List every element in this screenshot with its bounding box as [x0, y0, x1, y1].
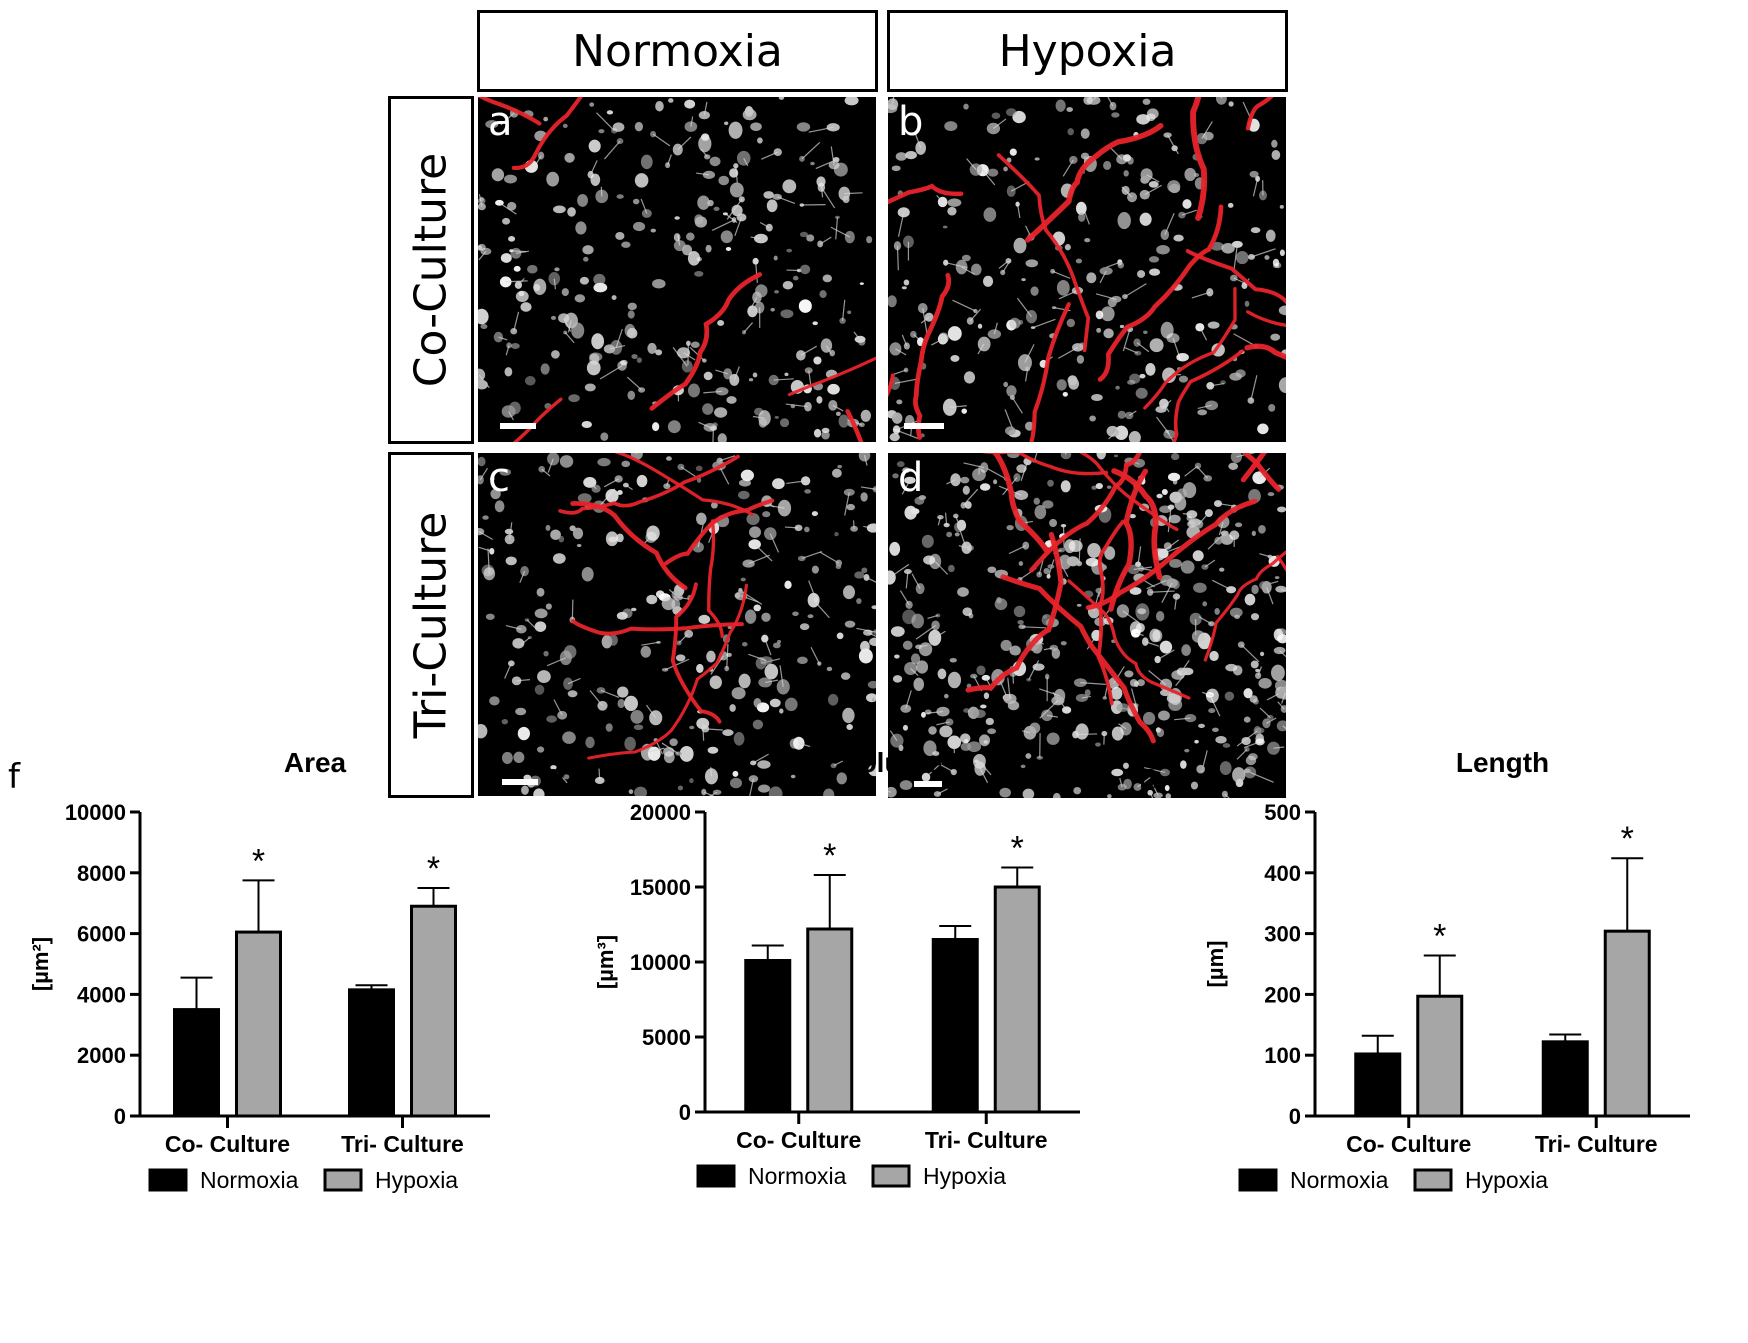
- x-tick-label: Co- Culture: [1346, 1131, 1471, 1157]
- micrograph-image: [478, 97, 876, 442]
- x-tick-label: Co- Culture: [736, 1127, 861, 1153]
- x-tick-label: Tri- Culture: [1535, 1131, 1658, 1157]
- row-header-label: Co-Culture: [405, 152, 457, 388]
- row-header-co-culture: Co-Culture: [388, 96, 474, 444]
- legend-label: Hypoxia: [375, 1167, 458, 1193]
- x-tick-label: Tri- Culture: [341, 1131, 464, 1157]
- legend-swatch: [323, 1168, 363, 1192]
- bar-chart-length: h Length 0 100 200 300 400 500 [µm] * Co- Culture *…: [1138, 747, 1690, 1193]
- y-tick-label: 10000: [65, 800, 126, 825]
- y-tick-label: 100: [1264, 1043, 1301, 1068]
- vessel-layer: [558, 453, 775, 760]
- y-tick-label: 0: [1289, 1104, 1301, 1129]
- legend-swatch: [871, 1164, 911, 1188]
- scale-bar: [904, 423, 944, 429]
- bar: [1416, 994, 1464, 1118]
- y-axis-label: [µm²]: [28, 937, 53, 991]
- legend-label: Hypoxia: [923, 1163, 1006, 1189]
- y-tick-label: 300: [1264, 922, 1301, 947]
- panel-letter: c: [488, 455, 510, 501]
- x-tick-label: Tri- Culture: [925, 1127, 1048, 1153]
- chart-panel-label: g: [544, 757, 566, 797]
- significance-marker: *: [427, 850, 440, 888]
- y-tick-label: 20000: [630, 800, 691, 825]
- bar: [173, 1008, 220, 1118]
- bar: [348, 988, 395, 1118]
- chart-title: Volume: [843, 747, 942, 778]
- bar: [1354, 1052, 1402, 1118]
- significance-marker: *: [1433, 917, 1446, 955]
- legend-swatch: [148, 1168, 188, 1192]
- y-tick-label: 0: [679, 1100, 691, 1125]
- bar-chart-area: f Area 0 2000 4000 6000 8000 10000 [µm²] * Co- Cul…: [8, 747, 490, 1193]
- y-tick-label: 2000: [77, 1043, 126, 1068]
- cell-layer: [478, 97, 873, 442]
- column-header-label: Hypoxia: [998, 25, 1177, 77]
- micrograph-panel-d: d: [888, 453, 1286, 798]
- row-header-label: Tri-Culture: [405, 511, 457, 739]
- bar: [235, 930, 282, 1118]
- legend-label: Hypoxia: [1465, 1167, 1548, 1193]
- y-tick-label: 200: [1264, 982, 1301, 1007]
- column-header-label: Normoxia: [572, 25, 783, 77]
- y-tick-label: 4000: [77, 982, 126, 1007]
- row-header-tri-culture: Tri-Culture: [388, 452, 474, 798]
- cell-layer: [478, 453, 876, 796]
- legend-label: Normoxia: [748, 1163, 847, 1189]
- legend-label: Normoxia: [200, 1167, 299, 1193]
- y-tick-label: 6000: [77, 922, 126, 947]
- micrograph-image: [478, 453, 876, 796]
- panel-letter: b: [898, 99, 924, 145]
- bar-chart-volume: g Volume 0 5000 10000 15000 20000 [µm³] * Co- Cul…: [544, 747, 1080, 1189]
- chart-title: Area: [284, 747, 347, 778]
- legend-swatch: [1238, 1168, 1278, 1192]
- y-axis-label: [µm³]: [593, 935, 618, 989]
- x-tick-label: Co- Culture: [165, 1131, 290, 1157]
- y-tick-label: 8000: [77, 861, 126, 886]
- vessel-layer: [478, 97, 876, 442]
- chart-panel-label: h: [1138, 757, 1160, 797]
- vessel-layer: [888, 97, 1286, 442]
- cell-layer: [888, 453, 1286, 798]
- panel-letter: d: [898, 455, 924, 501]
- significance-marker: *: [1621, 820, 1634, 858]
- y-tick-label: 15000: [630, 875, 691, 900]
- y-tick-label: 5000: [642, 1025, 691, 1050]
- legend-swatch: [1413, 1168, 1453, 1192]
- bar: [744, 959, 792, 1114]
- bar: [993, 885, 1041, 1114]
- y-tick-label: 500: [1264, 800, 1301, 825]
- significance-marker: *: [1011, 830, 1024, 868]
- scale-bar: [500, 423, 536, 429]
- cell-layer: [888, 97, 1286, 442]
- y-tick-label: 400: [1264, 861, 1301, 886]
- bar: [806, 927, 854, 1114]
- scale-bar: [502, 779, 538, 785]
- column-header-hypoxia: Hypoxia: [887, 10, 1288, 92]
- y-tick-label: 10000: [630, 950, 691, 975]
- chart-title: Length: [1456, 747, 1549, 778]
- bar: [1541, 1040, 1589, 1118]
- bar: [1603, 929, 1651, 1118]
- significance-marker: *: [823, 837, 836, 875]
- column-header-normoxia: Normoxia: [477, 10, 878, 92]
- micrograph-image: [888, 97, 1286, 442]
- micrograph-panel-a: a: [478, 97, 876, 442]
- y-tick-label: 0: [114, 1104, 126, 1129]
- panel-letter: a: [488, 99, 513, 145]
- y-axis-label: [µm]: [1203, 941, 1228, 988]
- significance-marker: *: [252, 842, 265, 880]
- bar: [931, 938, 979, 1114]
- micrograph-image: [888, 453, 1286, 798]
- legend-label: Normoxia: [1290, 1167, 1389, 1193]
- micrograph-panel-c: c: [478, 453, 876, 796]
- scale-bar: [914, 781, 942, 787]
- micrograph-panel-b: b: [888, 97, 1286, 442]
- vessel-layer: [965, 453, 1286, 744]
- chart-panel-label: f: [8, 757, 21, 797]
- legend-swatch: [696, 1164, 736, 1188]
- bar: [410, 904, 457, 1118]
